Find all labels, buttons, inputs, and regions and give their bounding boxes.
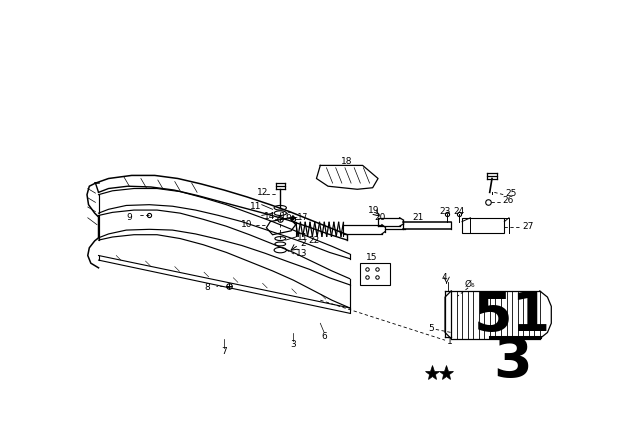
Text: Ø₆: Ø₆ [465, 280, 476, 289]
Text: 2: 2 [300, 239, 306, 248]
Text: 13: 13 [296, 250, 307, 258]
Text: 4: 4 [442, 272, 447, 281]
Text: 14: 14 [264, 212, 275, 221]
Text: 25: 25 [505, 190, 516, 198]
Text: 19: 19 [368, 207, 380, 215]
Text: 23: 23 [440, 207, 451, 216]
Text: 9: 9 [126, 212, 132, 221]
Text: 6: 6 [322, 332, 328, 341]
Text: 3: 3 [493, 335, 532, 389]
Text: 26: 26 [503, 196, 514, 205]
Text: 24: 24 [454, 207, 465, 216]
Text: 21: 21 [413, 213, 424, 222]
Text: 15: 15 [366, 253, 378, 262]
Text: 3: 3 [291, 340, 296, 349]
Bar [360, 263, 390, 285]
Text: 5: 5 [428, 324, 434, 333]
Text: ◆-17: ◆-17 [289, 212, 308, 221]
Text: 27: 27 [522, 222, 533, 231]
Text: 7: 7 [221, 347, 227, 356]
Bar [462, 218, 504, 233]
Text: 22: 22 [308, 236, 320, 245]
Text: 18: 18 [340, 157, 352, 166]
Text: 11: 11 [297, 233, 308, 241]
Text: -16: -16 [278, 212, 292, 221]
Text: 12: 12 [257, 188, 269, 197]
Text: 20: 20 [374, 212, 385, 221]
Text: 8: 8 [205, 283, 211, 293]
Text: 1: 1 [447, 337, 452, 346]
Text: 11: 11 [250, 202, 261, 211]
Text: 10: 10 [241, 220, 253, 229]
Text: 51: 51 [474, 289, 552, 343]
